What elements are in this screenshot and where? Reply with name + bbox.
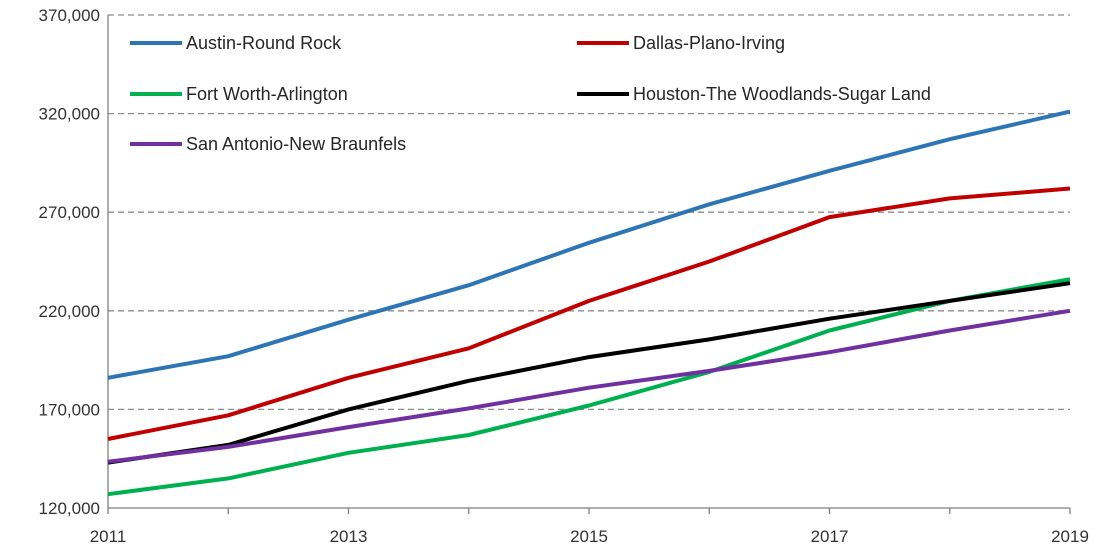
- legend-entry: San Antonio-New Braunfels: [130, 134, 406, 154]
- axes: [107, 15, 1071, 514]
- legend-entry: Fort Worth-Arlington: [130, 84, 348, 104]
- legend-entry: Austin-Round Rock: [130, 33, 342, 53]
- legend-label: Houston-The Woodlands-Sugar Land: [633, 84, 931, 104]
- y-tick-label: 220,000: [39, 302, 100, 321]
- y-tick-labels: 120,000 170,000 220,000 270,000 320,000 370,0…: [39, 6, 100, 518]
- y-tick-label: 270,000: [39, 203, 100, 222]
- legend-label: Fort Worth-Arlington: [186, 84, 348, 104]
- legend-entry: Houston-The Woodlands-Sugar Land: [577, 84, 931, 104]
- series-lines: [107, 109, 1071, 497]
- series-line-4: [107, 281, 1071, 465]
- x-tick-label: 2017: [811, 527, 849, 546]
- y-tick-label: 120,000: [39, 499, 100, 518]
- series-line-2: [107, 186, 1071, 441]
- y-tick-label: 370,000: [39, 6, 100, 25]
- y-tick-label: 170,000: [39, 400, 100, 419]
- legend: Austin-Round Rock Dallas-Plano-Irving Fort…: [130, 33, 931, 154]
- x-tick-label: 2011: [90, 527, 127, 546]
- legend-entry: Dallas-Plano-Irving: [577, 33, 785, 53]
- series-line-1: [107, 109, 1071, 380]
- legend-label: San Antonio-New Braunfels: [186, 134, 406, 154]
- x-tick-label: 2015: [570, 527, 608, 546]
- x-tick-label: 2013: [330, 527, 368, 546]
- x-tick-label: 2019: [1051, 527, 1089, 546]
- legend-label: Dallas-Plano-Irving: [633, 33, 785, 53]
- series-line-3: [107, 277, 1071, 497]
- x-tick-labels: 2011 2013 2015 2017 2019: [90, 527, 1089, 546]
- legend-label: Austin-Round Rock: [186, 33, 342, 53]
- series-line-5: [107, 308, 1071, 464]
- y-tick-label: 320,000: [39, 105, 100, 124]
